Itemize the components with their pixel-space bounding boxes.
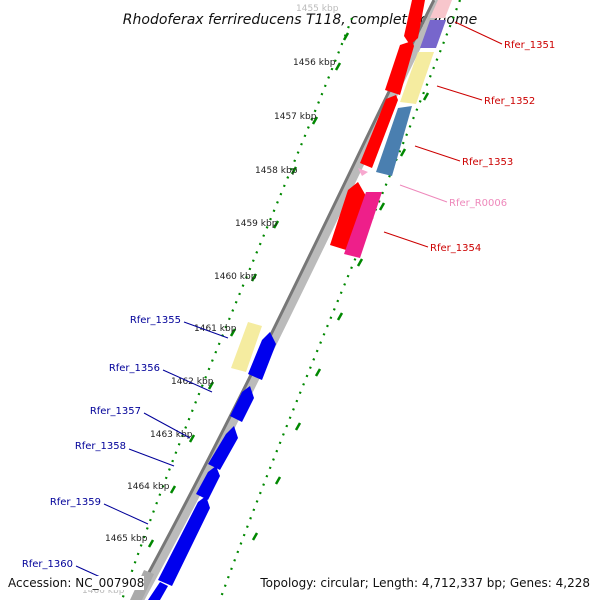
scale-label: 1465 kbp xyxy=(105,534,148,544)
scale-label: 1459 kbp xyxy=(235,219,278,229)
gene-box-rfer-1351-pink[interactable] xyxy=(430,0,452,18)
map-title: Rhodoferax ferrireducens T118, complete … xyxy=(123,12,477,28)
scale-label: 1461 kbp xyxy=(194,324,237,334)
gene-box-rfer-1353-blue[interactable] xyxy=(376,106,412,176)
scale-label: 1463 kbp xyxy=(150,430,193,440)
gene-box-rfer-1352-yellow[interactable] xyxy=(400,52,434,104)
gene-label-rfer-1353[interactable]: Rfer_1353 xyxy=(462,157,513,168)
gene-box-rfer-1355-yellow[interactable] xyxy=(231,322,262,372)
gene-label-rfer-1360[interactable]: Rfer_1360 xyxy=(22,559,73,570)
gene-label-rfer-1359[interactable]: Rfer_1359 xyxy=(50,497,101,508)
outer-scale-dots xyxy=(218,0,462,600)
scale-label: 1455 kbp xyxy=(296,4,339,14)
gene-arrow-rfer-1353[interactable] xyxy=(360,95,398,168)
gene-arrow-rfer-1355[interactable] xyxy=(248,332,276,380)
leader-lines-right xyxy=(383,21,503,248)
scale-label: 1462 kbp xyxy=(171,377,214,387)
scale-label: 1460 kbp xyxy=(214,272,257,282)
gene-arrows-left xyxy=(130,322,276,600)
scale-label: 1457 kbp xyxy=(274,112,317,122)
gene-arrow-rfer-1351[interactable] xyxy=(404,0,425,45)
gene-arrow-rfer-1352[interactable] xyxy=(385,41,414,95)
gene-label-rfer-r0006[interactable]: Rfer_R0006 xyxy=(449,198,507,209)
scale-label: 1464 kbp xyxy=(127,482,170,492)
gene-arrow-rfer-r0006[interactable] xyxy=(358,168,368,176)
inner-scale-dots xyxy=(120,17,354,600)
accession-text: Accession: NC_007908 xyxy=(8,576,145,590)
gene-label-rfer-1356[interactable]: Rfer_1356 xyxy=(109,363,160,374)
gene-arrow-rfer-1356[interactable] xyxy=(230,386,254,422)
gene-label-rfer-1357[interactable]: Rfer_1357 xyxy=(90,406,141,417)
scale-label: 1458 kbp xyxy=(255,166,298,176)
gene-label-rfer-1352[interactable]: Rfer_1352 xyxy=(484,96,535,107)
scale-ticks xyxy=(147,32,430,548)
gene-box-rfer-1351-purple[interactable] xyxy=(420,20,446,48)
gene-arrow-rfer-1360[interactable] xyxy=(148,582,168,600)
gene-arrow-rfer-1359[interactable] xyxy=(158,496,210,586)
gene-arrow-rfer-1358[interactable] xyxy=(196,466,220,500)
scale-label: 1456 kbp xyxy=(293,58,336,68)
gene-box-rfer-1354-magenta[interactable] xyxy=(344,192,382,258)
gene-label-rfer-1354[interactable]: Rfer_1354 xyxy=(430,243,481,254)
gene-label-rfer-1351[interactable]: Rfer_1351 xyxy=(504,40,555,51)
gene-label-rfer-1358[interactable]: Rfer_1358 xyxy=(75,441,126,452)
gene-arrow-rfer-1357[interactable] xyxy=(208,426,238,470)
topology-text: Topology: circular; Length: 4,712,337 bp… xyxy=(260,576,590,590)
leader-lines-left xyxy=(75,321,229,587)
gene-label-rfer-1355[interactable]: Rfer_1355 xyxy=(130,315,181,326)
scale-label: 1466 kbp xyxy=(82,586,125,596)
gene-arrows-right xyxy=(330,0,452,258)
gene-arrow-rfer-1354-red[interactable] xyxy=(330,182,366,250)
